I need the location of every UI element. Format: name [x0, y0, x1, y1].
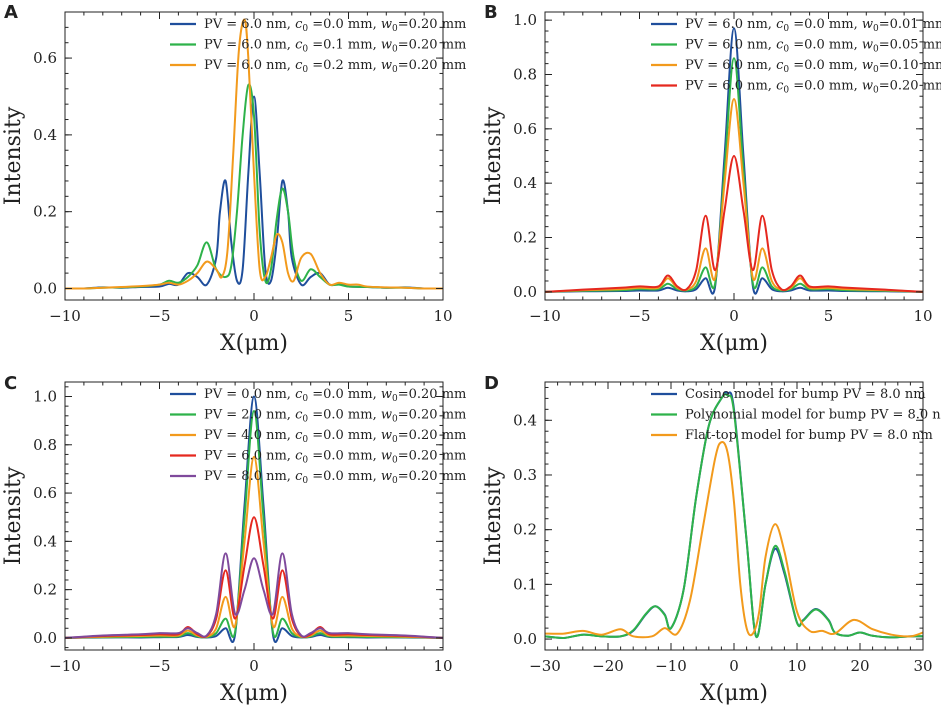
- x-axis-label: X(μm): [700, 681, 768, 706]
- x-tick-label: −5: [628, 307, 650, 325]
- series-group: [65, 395, 443, 643]
- panel-label: B: [484, 2, 498, 23]
- legend: PV = 6.0 nm, c0 =0.0 mm, w0=0.01 mm PV = …: [651, 17, 941, 96]
- series-line-3: [545, 440, 923, 639]
- x-tick-label: 5: [344, 657, 354, 675]
- y-tick-label: 0.0: [513, 630, 537, 648]
- legend-entry: PV = 6.0 nm, c0 =0.0 mm, w0=0.10 mm: [685, 58, 941, 75]
- y-tick-label: 0.2: [513, 521, 537, 539]
- x-tick-label: −10: [49, 307, 81, 325]
- y-axis-label: Intensity: [1, 466, 26, 565]
- series-group: [65, 18, 443, 290]
- series-line-3: [65, 455, 443, 639]
- series-line-2: [65, 409, 443, 639]
- y-tick-label: 0.3: [513, 466, 537, 484]
- y-tick-label: 0.4: [513, 411, 537, 429]
- x-tick-label: −20: [592, 657, 624, 675]
- y-axis-label: Intensity: [481, 106, 506, 205]
- legend: Cosine model for bump PV = 8.0 nm Polynom…: [651, 387, 941, 443]
- x-tick-label: 10: [913, 307, 932, 325]
- y-tick-label: 1.0: [513, 11, 537, 29]
- series-line-5: [65, 552, 443, 639]
- panel-B: B −10 −5 0 5 10 0.0 0.2 0.4 0.6 0.8 1.0 X(μm) Intensi…: [481, 2, 941, 356]
- x-tick-label: 0: [729, 307, 739, 325]
- y-tick-label: 0.2: [33, 581, 57, 599]
- y-tick-label: 0.1: [513, 575, 537, 593]
- panel-A: A −10 −5 0 5 10 0.0 0.2 0.4 0.6 X(μm) Intensity PV =…: [1, 2, 466, 356]
- panel-label: A: [4, 2, 18, 23]
- y-tick-label: 0.4: [513, 174, 537, 192]
- y-tick-label: 0.6: [33, 484, 57, 502]
- x-tick-label: −10: [49, 657, 81, 675]
- x-tick-label: −30: [529, 657, 561, 675]
- panel-C: C −10 −5 0 5 10 0.0 0.2 0.4 0.6 0.8 1.0 X(μm) Intensi…: [1, 373, 466, 706]
- x-tick-label: −5: [148, 307, 170, 325]
- x-tick-label: 0: [249, 307, 259, 325]
- legend-entry: PV = 6.0 nm, c0 =0.0 mm, w0=0.20 mm: [685, 79, 941, 96]
- y-tick-label: 0.4: [33, 126, 57, 144]
- legend-entry: PV = 8.0 nm, c0 =0.0 mm, w0=0.20 mm: [204, 469, 466, 486]
- x-tick-label: 30: [913, 657, 932, 675]
- x-tick-label: 10: [433, 657, 452, 675]
- legend-entry: PV = 6.0 nm, c0 =0.2 mm, w0=0.20 mm: [204, 58, 466, 75]
- legend-entry: PV = 6.0 nm, c0 =0.0 mm, w0=0.20 mm: [204, 17, 466, 34]
- y-tick-label: 0.8: [33, 436, 57, 454]
- x-tick-label: 5: [824, 307, 834, 325]
- y-axis-label: Intensity: [481, 466, 506, 565]
- legend-entry: PV = 6.0 nm, c0 =0.1 mm, w0=0.20 mm: [204, 38, 466, 55]
- series-line-1: [545, 27, 923, 295]
- y-tick-label: 1.0: [33, 387, 57, 405]
- y-axis-label: Intensity: [1, 106, 26, 205]
- legend: PV = 6.0 nm, c0 =0.0 mm, w0=0.20 mm PV = …: [170, 17, 466, 75]
- legend-entry: PV = 4.0 nm, c0 =0.0 mm, w0=0.20 mm: [204, 428, 466, 445]
- series-group: [545, 391, 923, 639]
- legend-entry: PV = 6.0 nm, c0 =0.0 mm, w0=0.20 mm: [204, 449, 466, 466]
- series-line-2: [545, 393, 923, 639]
- legend-entry: Flat-top model for bump PV = 8.0 nm: [685, 428, 933, 443]
- legend-entry: PV = 6.0 nm, c0 =0.0 mm, w0=0.05 mm: [685, 38, 941, 55]
- legend-entry: PV = 0.0 nm, c0 =0.0 mm, w0=0.20 mm: [204, 387, 466, 404]
- x-tick-label: 0: [249, 657, 259, 675]
- legend: PV = 0.0 nm, c0 =0.0 mm, w0=0.20 mm PV = …: [170, 387, 466, 486]
- panel-label: D: [484, 373, 499, 394]
- y-tick-label: 0.0: [33, 629, 57, 647]
- x-axis-label: X(μm): [220, 331, 288, 356]
- series-line-4: [545, 155, 923, 293]
- y-tick-label: 0.6: [33, 49, 57, 67]
- x-tick-label: 10: [787, 657, 806, 675]
- x-tick-label: 0: [729, 657, 739, 675]
- legend-entry: PV = 2.0 nm, c0 =0.0 mm, w0=0.20 mm: [204, 408, 466, 425]
- y-tick-label: 0.6: [513, 120, 537, 138]
- legend-entry: Cosine model for bump PV = 8.0 nm: [685, 387, 926, 402]
- y-tick-label: 0.4: [33, 532, 57, 550]
- series-line-2: [545, 57, 923, 293]
- y-tick-label: 0.8: [513, 65, 537, 83]
- series-line-3: [65, 18, 443, 290]
- series-line-3: [545, 97, 923, 293]
- x-tick-label: −10: [529, 307, 561, 325]
- x-tick-label: 20: [850, 657, 869, 675]
- x-axis-label: X(μm): [220, 681, 288, 706]
- x-axis-label: X(μm): [700, 331, 768, 356]
- series-line-2: [65, 83, 443, 290]
- series-line-4: [65, 516, 443, 639]
- x-tick-label: −10: [655, 657, 687, 675]
- y-tick-label: 0.0: [33, 279, 57, 297]
- y-tick-label: 0.2: [513, 229, 537, 247]
- series-group: [545, 27, 923, 295]
- y-tick-label: 0.0: [513, 283, 537, 301]
- legend-entry: Polynomial model for bump PV = 8.0 nm: [685, 408, 941, 423]
- x-tick-label: 5: [344, 307, 354, 325]
- y-tick-label: 0.2: [33, 203, 57, 221]
- x-tick-label: 10: [433, 307, 452, 325]
- panel-label: C: [4, 373, 17, 394]
- legend-entry: PV = 6.0 nm, c0 =0.0 mm, w0=0.01 mm: [685, 17, 941, 34]
- x-tick-label: −5: [148, 657, 170, 675]
- panel-D: D −30 −20 −10 0 10 20 30 0.0 0.1 0.2 0.3 0.4 X(μm) Int…: [481, 373, 941, 706]
